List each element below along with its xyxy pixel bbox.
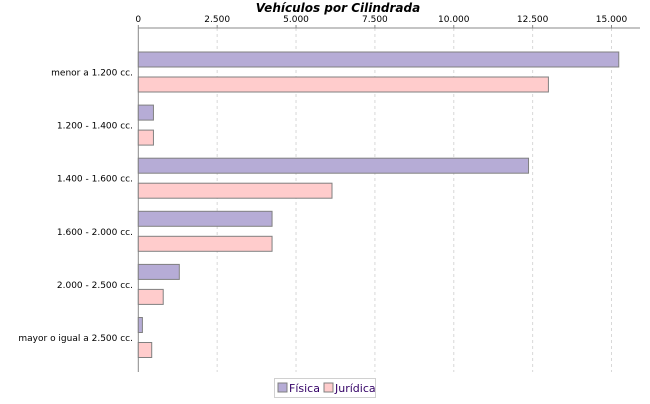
- bar-juridica: [137, 129, 154, 146]
- category-label: menor a 1.200 cc.: [51, 69, 133, 79]
- category-label: 1.200 - 1.400 cc.: [57, 122, 133, 132]
- bar-fisica: [137, 104, 154, 121]
- bar-juridica: [137, 76, 549, 93]
- category-label: 1.400 - 1.600 cc.: [57, 175, 133, 185]
- tick-label: 7.500: [362, 15, 388, 25]
- tick-label: 0: [135, 15, 141, 25]
- tick-label: 5.000: [283, 15, 309, 25]
- category-label: 1.600 - 2.000 cc.: [57, 228, 133, 238]
- legend-swatch: [323, 382, 334, 393]
- bar-fisica: [137, 210, 273, 227]
- bar-fisica: [137, 51, 620, 68]
- bar-fisica: [137, 157, 530, 174]
- bars: [137, 51, 620, 358]
- legend-label: Física: [289, 382, 320, 395]
- bar-juridica: [137, 288, 164, 305]
- category-label: 2.000 - 2.500 cc.: [57, 281, 133, 291]
- tick-label: 10.000: [438, 15, 470, 25]
- bar-fisica: [137, 317, 143, 333]
- bar-juridica: [137, 342, 153, 358]
- legend-swatch: [277, 382, 288, 393]
- bar-fisica: [137, 263, 180, 280]
- category-label: mayor o igual a 2.500 cc.: [18, 334, 133, 344]
- tick-label: 2.500: [204, 15, 230, 25]
- tick-label: 15.000: [596, 15, 628, 25]
- bar-juridica: [137, 182, 333, 199]
- y-axis: menor a 1.200 cc. 1.200 - 1.400 cc. 1.400 …: [18, 69, 133, 345]
- tick-label: 12.500: [517, 15, 549, 25]
- legend-label: Jurídica: [334, 382, 376, 395]
- legend: Física Jurídica: [274, 378, 376, 398]
- bar-juridica: [137, 235, 273, 252]
- x-axis: 0 2.500 5.000 7.500 10.000 12.500 15.000: [135, 15, 640, 372]
- chart-title: Vehículos por Cilindrada: [256, 1, 420, 15]
